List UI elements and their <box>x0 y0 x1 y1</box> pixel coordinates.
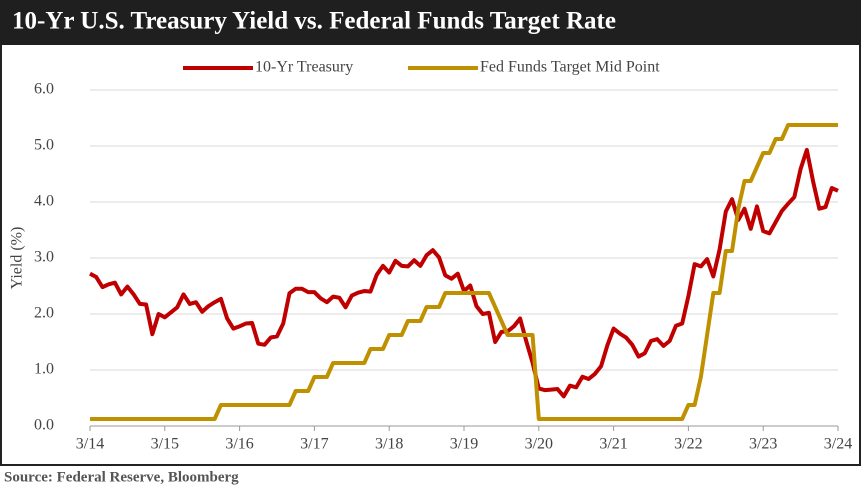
series-line <box>90 123 838 421</box>
title-bar <box>0 0 861 45</box>
y-tick-label: 6.0 <box>34 81 54 98</box>
legend-label: Fed Funds Target Mid Point <box>480 59 660 76</box>
y-tick-label: 2.0 <box>34 305 54 322</box>
legend-label: 10-Yr Treasury <box>255 59 353 76</box>
x-tick-label: 3/17 <box>300 436 328 453</box>
x-tick-label: 3/23 <box>749 436 777 453</box>
y-tick-label: 3.0 <box>34 249 54 266</box>
x-tick-label: 3/18 <box>375 436 403 453</box>
x-tick-label: 3/22 <box>674 436 702 453</box>
x-tick-label: 3/16 <box>225 436 253 453</box>
x-tick-label: 3/14 <box>76 436 104 453</box>
y-tick-label: 4.0 <box>34 193 54 210</box>
y-tick-label: 5.0 <box>34 137 54 154</box>
x-tick-label: 3/15 <box>151 436 179 453</box>
x-tick-label: 3/21 <box>599 436 627 453</box>
x-tick-label: 3/24 <box>824 436 852 453</box>
x-tick-label: 3/19 <box>450 436 478 453</box>
y-axis-label: Yield (%) <box>9 227 26 290</box>
y-tick-label: 1.0 <box>34 361 54 378</box>
source: Source: Federal Reserve, Bloomberg <box>4 469 239 485</box>
chart-title: 10-Yr U.S. Treasury Yield vs. Federal Fu… <box>12 8 616 35</box>
x-tick-label: 3/20 <box>525 436 553 453</box>
y-tick-label: 0.0 <box>34 417 54 434</box>
